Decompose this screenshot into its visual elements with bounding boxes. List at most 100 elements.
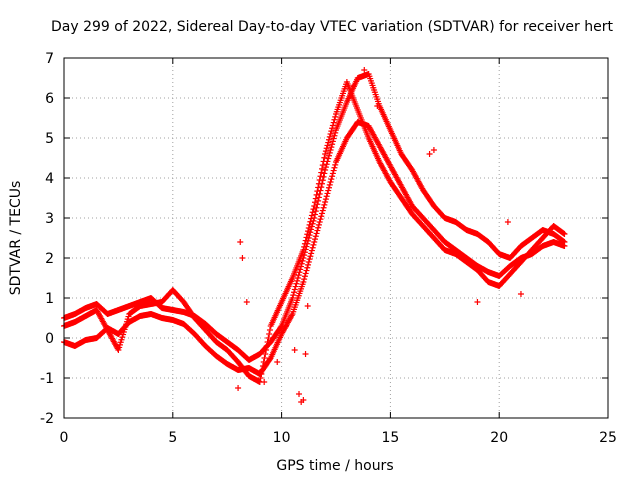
data-point-spikes: [504, 219, 511, 225]
data-point-track-b: [331, 164, 338, 171]
data-point-spikes: [256, 371, 263, 377]
data-point-track-c: [330, 119, 337, 126]
data-point-track-c: [263, 343, 270, 349]
data-point-track-c: [259, 363, 266, 369]
data-point-track-c: [329, 122, 336, 129]
y-tick-label: 6: [45, 91, 54, 107]
data-point-track-c: [315, 180, 322, 187]
data-point-track-a: [326, 152, 333, 159]
y-tick-label: -2: [40, 411, 54, 427]
data-point-spikes: [304, 303, 311, 309]
y-tick-label: 4: [45, 171, 54, 187]
data-point-track-c: [315, 184, 322, 191]
data-point-track-a: [321, 170, 328, 177]
data-point-track-c: [317, 173, 324, 180]
data-point-spikes: [274, 359, 281, 365]
data-point-track-c: [320, 158, 327, 165]
data-point-track-b: [312, 233, 319, 240]
data-point-track-c: [310, 206, 317, 213]
data-point-track-b: [323, 193, 330, 200]
x-tick-label: 10: [273, 430, 291, 446]
data-point-track-c: [318, 169, 325, 176]
data-point-spikes: [296, 391, 303, 397]
data-point-track-b: [313, 230, 320, 237]
data-point-track-a: [290, 292, 297, 299]
data-point-track-b: [305, 259, 312, 265]
x-tick-label: 20: [490, 430, 508, 446]
data-points: [61, 67, 568, 405]
chart-title: Day 299 of 2022, Sidereal Day-to-day VTE…: [51, 19, 613, 35]
data-point-track-c: [301, 243, 308, 250]
data-point-track-c: [303, 234, 310, 241]
data-point-track-b: [310, 241, 317, 248]
y-tick-label: 1: [45, 291, 54, 307]
data-point-track-b: [332, 161, 339, 168]
y-tick-label: -1: [40, 371, 54, 387]
data-point-track-b: [328, 176, 335, 183]
data-point-track-b: [322, 196, 329, 203]
data-point-track-a: [332, 129, 339, 136]
data-point-track-b: [329, 170, 336, 177]
data-point-track-c: [301, 240, 308, 247]
data-point-track-b: [319, 207, 326, 214]
data-point-track-b: [306, 256, 313, 263]
data-point-track-a: [292, 283, 299, 290]
data-point-track-b: [330, 167, 337, 174]
data-point-track-c: [319, 165, 326, 172]
data-point-track-c: [308, 212, 315, 219]
data-point-track-a: [322, 167, 329, 173]
data-point-track-b: [312, 236, 319, 243]
data-point-track-c: [561, 231, 568, 237]
data-point-track-b: [305, 261, 312, 268]
data-point-track-a: [294, 275, 301, 281]
data-point-track-c: [260, 359, 267, 365]
data-point-track-c: [307, 218, 314, 225]
data-point-track-c: [332, 113, 339, 120]
data-point-track-a: [322, 164, 329, 171]
y-tick-label: 3: [45, 211, 54, 227]
data-point-track-b: [318, 213, 325, 220]
x-axis-label: GPS time / hours: [276, 458, 393, 474]
data-point-track-c: [309, 209, 316, 216]
x-tick-label: 15: [381, 430, 399, 446]
data-point-track-b: [308, 250, 315, 257]
data-point-track-b: [319, 210, 326, 217]
data-point-track-b: [311, 239, 318, 245]
data-point-track-c: [262, 351, 269, 357]
data-point-track-b: [561, 243, 568, 249]
y-tick-label: 2: [45, 251, 54, 267]
data-point-track-a: [295, 272, 302, 279]
data-point-spikes: [261, 379, 268, 385]
data-point-track-c: [313, 191, 320, 198]
data-point-spikes: [474, 299, 481, 305]
data-point-track-c: [329, 125, 336, 132]
data-point-track-c: [326, 136, 333, 143]
data-point-track-b: [307, 253, 314, 260]
data-point-track-c: [304, 231, 311, 238]
data-point-track-c: [265, 335, 272, 341]
data-point-track-b: [315, 221, 322, 228]
data-point-track-a: [325, 155, 332, 162]
data-point-track-c: [263, 347, 270, 353]
data-point-track-c: [322, 148, 329, 155]
data-point-track-a: [291, 289, 298, 296]
data-point-track-a: [294, 277, 301, 284]
data-point-track-c: [259, 367, 266, 373]
y-tick-label: 0: [45, 331, 54, 347]
data-point-track-c: [331, 116, 338, 123]
axis-ticks: 0 5 10 15 20 25 -2 -1 0 1 2 3 4 5 6 7: [40, 51, 617, 446]
data-point-track-c: [257, 375, 264, 381]
data-point-track-c: [328, 128, 335, 135]
data-point-spikes: [361, 67, 368, 73]
data-point-track-c: [322, 151, 329, 157]
data-point-track-c: [327, 131, 334, 137]
data-point-track-a: [327, 147, 334, 153]
data-point-spikes: [517, 291, 524, 297]
data-point-track-b: [321, 201, 328, 208]
data-point-track-a: [323, 161, 330, 168]
data-point-track-a: [331, 132, 338, 139]
data-point-track-b: [314, 227, 321, 234]
data-point-track-c: [312, 195, 319, 202]
data-point-track-a: [291, 286, 298, 293]
